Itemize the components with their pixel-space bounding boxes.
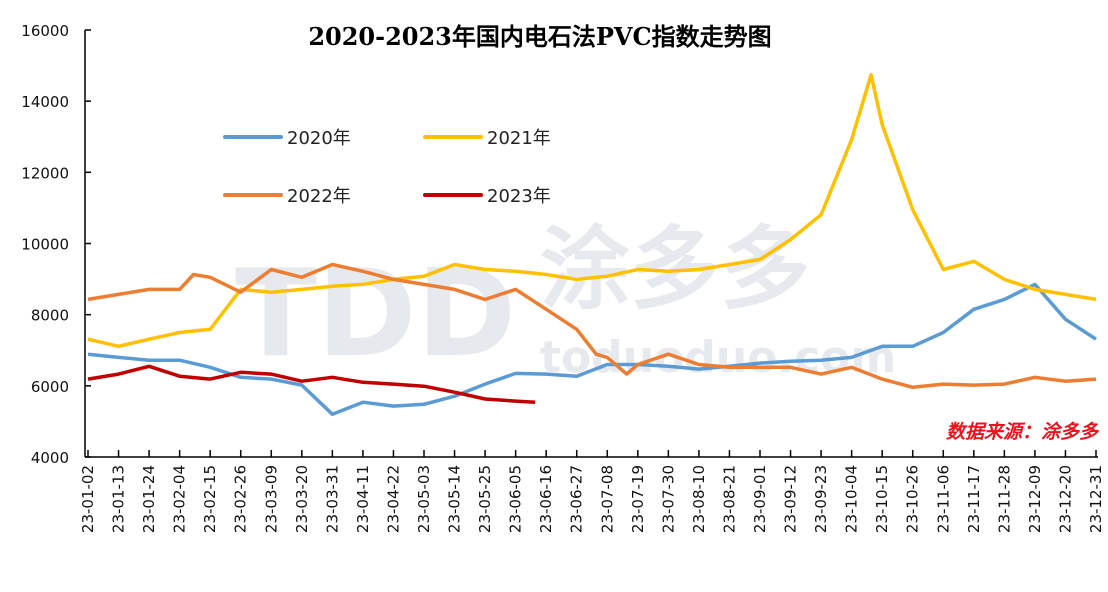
x-tick-label: 23-02-26 bbox=[232, 465, 250, 533]
x-tick-label: 23-09-23 bbox=[812, 465, 830, 533]
x-tick-label: 23-11-17 bbox=[965, 465, 983, 533]
y-tick-label: 14000 bbox=[21, 93, 69, 111]
y-tick-label: 4000 bbox=[31, 449, 69, 467]
series-lines bbox=[87, 73, 1097, 417]
x-tick-label: 23-02-15 bbox=[201, 465, 219, 533]
legend-label: 2020年 bbox=[287, 128, 351, 149]
x-tick-label: 23-05-14 bbox=[446, 465, 464, 533]
legend-label: 2023年 bbox=[487, 186, 551, 207]
x-tick-label: 23-05-25 bbox=[476, 465, 494, 533]
x-tick-label: 23-10-26 bbox=[904, 465, 922, 533]
x-tick-label: 23-08-21 bbox=[720, 465, 738, 533]
x-tick-label: 23-02-04 bbox=[171, 465, 189, 533]
x-tick-label: 23-06-27 bbox=[568, 465, 586, 533]
x-tick-label: 23-04-11 bbox=[354, 465, 372, 533]
x-tick-label: 23-06-05 bbox=[507, 465, 525, 533]
x-tick-label: 23-01-02 bbox=[79, 465, 97, 533]
x-tick-label: 23-09-12 bbox=[782, 465, 800, 533]
x-tick-label: 23-03-20 bbox=[293, 465, 311, 533]
x-tick-label: 23-01-13 bbox=[110, 465, 128, 533]
x-tick-label: 23-11-06 bbox=[934, 465, 952, 533]
legend-item: 2020年 bbox=[223, 128, 351, 149]
legend-item: 2021年 bbox=[423, 128, 551, 149]
series-line-2022 bbox=[87, 262, 1097, 390]
series-line-2020 bbox=[87, 282, 1097, 417]
x-tick-label: 23-06-16 bbox=[537, 465, 555, 533]
legend-item: 2023年 bbox=[423, 186, 551, 207]
source-note: 数据来源：涂多多 bbox=[946, 421, 1100, 443]
y-tick-label: 16000 bbox=[21, 22, 69, 40]
x-tick-label: 23-10-15 bbox=[873, 465, 891, 533]
y-tick-label: 8000 bbox=[31, 307, 69, 325]
x-tick-label: 23-03-31 bbox=[323, 465, 341, 533]
chart-title: 2020-2023年国内电石法PVC指数走势图 bbox=[308, 22, 771, 51]
series-line-2023 bbox=[87, 364, 536, 404]
x-tick-label: 23-12-20 bbox=[1056, 465, 1074, 533]
x-tick-label: 23-05-03 bbox=[415, 465, 433, 533]
watermark-logo: TDD bbox=[235, 245, 516, 384]
watermark: TDD 涂多多 toduoduo.com bbox=[235, 217, 896, 384]
x-tick-label: 23-07-30 bbox=[659, 465, 677, 533]
x-tick-label: 23-07-08 bbox=[598, 465, 616, 533]
legend-item: 2022年 bbox=[223, 186, 351, 207]
x-tick-label: 23-08-10 bbox=[690, 465, 708, 533]
x-tick-label: 23-10-04 bbox=[843, 465, 861, 533]
x-tick-label: 23-04-22 bbox=[384, 465, 402, 533]
x-tick-label: 23-01-24 bbox=[140, 465, 158, 533]
x-tick-label: 23-03-09 bbox=[262, 465, 280, 533]
x-tick-label: 23-11-28 bbox=[995, 465, 1013, 533]
x-tick-label: 23-07-19 bbox=[629, 465, 647, 533]
series-line-2021 bbox=[87, 73, 1097, 349]
y-tick-label: 12000 bbox=[21, 164, 69, 182]
y-tick-label: 6000 bbox=[31, 378, 69, 396]
y-tick-label: 10000 bbox=[21, 236, 69, 254]
legend-label: 2022年 bbox=[287, 186, 351, 207]
legend-label: 2021年 bbox=[487, 128, 551, 149]
x-tick-label: 23-12-31 bbox=[1087, 465, 1105, 533]
x-tick-label: 23-09-01 bbox=[751, 465, 769, 533]
x-tick-label: 23-12-09 bbox=[1026, 465, 1044, 533]
axes: 4000 6000 8000 10000 12000 14000 16000 23-01-02… bbox=[21, 22, 1105, 533]
legend: 2020年 2021年 2022年 2023年 bbox=[223, 128, 551, 207]
